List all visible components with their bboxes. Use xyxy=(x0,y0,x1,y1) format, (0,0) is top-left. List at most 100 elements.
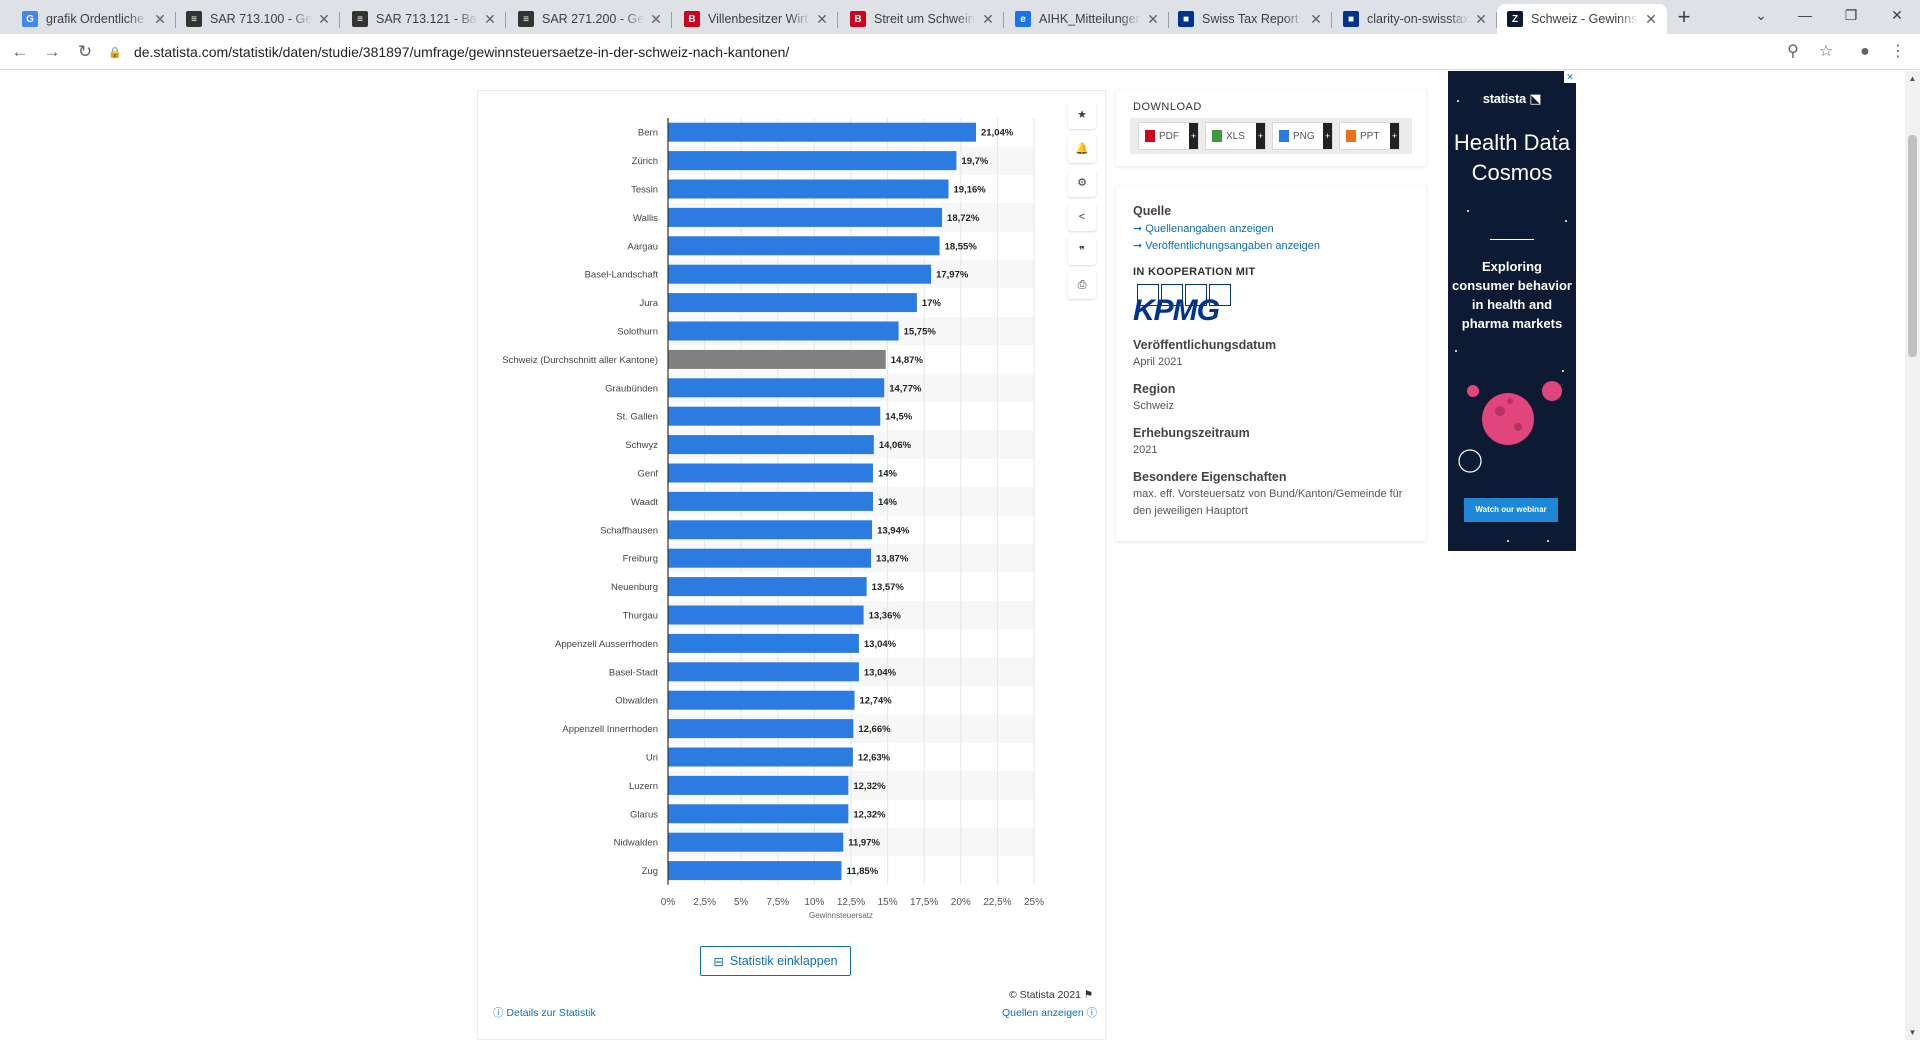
download-options-icon[interactable]: + xyxy=(1390,123,1399,149)
bar[interactable] xyxy=(668,207,943,227)
bar[interactable] xyxy=(668,236,940,256)
collapse-statistic-button[interactable]: ⊟ Statistik einklappen xyxy=(700,946,851,976)
bar[interactable] xyxy=(668,406,881,426)
browser-tab[interactable]: ≡ SAR 271.200 - Ges ✕ xyxy=(508,4,672,34)
category-label: Nidwalden xyxy=(614,838,658,849)
tab-close-icon[interactable]: ✕ xyxy=(1147,10,1159,27)
quote-icon[interactable]: ❞ xyxy=(1068,237,1096,265)
restore-icon[interactable]: ❐ xyxy=(1844,7,1858,23)
flag-icon[interactable]: ⚑ xyxy=(1083,989,1094,1001)
bar[interactable] xyxy=(668,463,873,483)
tab-favicon-icon: ■ xyxy=(1343,11,1359,27)
gear-icon[interactable]: ⚙ xyxy=(1068,169,1096,197)
menu-icon[interactable]: ⋮ xyxy=(1890,43,1906,60)
download-xls-button[interactable]: XLS + xyxy=(1205,122,1266,150)
browser-tab[interactable]: B Villenbesitzer Wirt ✕ xyxy=(674,4,838,34)
tab-close-icon[interactable]: ✕ xyxy=(484,10,496,27)
bar[interactable] xyxy=(668,747,853,767)
advertisement[interactable]: ✕ statista ⬔ Health Data Cosmos Explorin… xyxy=(1448,71,1576,551)
value-label: 19,16% xyxy=(954,185,987,196)
tab-search-icon[interactable]: ⌄ xyxy=(1755,7,1767,23)
tab-close-icon[interactable]: ✕ xyxy=(1475,10,1487,27)
bar[interactable] xyxy=(668,719,854,739)
ad-cta-button[interactable]: Watch our webinar xyxy=(1464,498,1558,522)
new-tab-button[interactable]: + xyxy=(1677,4,1691,29)
bar[interactable] xyxy=(668,577,867,597)
print-icon[interactable]: ⎙ xyxy=(1068,271,1096,299)
details-link[interactable]: ⓘ Details zur Statistik xyxy=(493,1005,596,1020)
bar[interactable] xyxy=(668,775,849,795)
bar[interactable] xyxy=(668,293,917,313)
back-icon[interactable]: ← xyxy=(11,42,29,61)
browser-tab[interactable]: ≡ SAR 713.121 - Bau ✕ xyxy=(342,4,506,34)
category-label: Appenzell Innerrhoden xyxy=(562,724,658,735)
share-icon[interactable]: < xyxy=(1068,203,1096,231)
tab-close-icon[interactable]: ✕ xyxy=(816,10,828,27)
value-label: 14,87% xyxy=(891,355,924,366)
pdf-file-icon xyxy=(1145,130,1155,142)
tab-close-icon[interactable]: ✕ xyxy=(982,10,994,27)
reload-icon[interactable]: ↻ xyxy=(77,42,93,61)
bar[interactable] xyxy=(668,804,849,824)
browser-tab[interactable]: e AIHK_Mitteilungen ✕ xyxy=(1005,4,1169,34)
bar[interactable] xyxy=(668,520,873,540)
bar[interactable] xyxy=(668,122,977,142)
scroll-down-icon[interactable]: ▼ xyxy=(1908,1028,1917,1037)
ad-divider xyxy=(1490,239,1534,240)
tab-close-icon[interactable]: ✕ xyxy=(318,10,330,27)
bookmark-star-icon[interactable]: ☆ xyxy=(1818,43,1834,60)
copyright-text: © Statista 2021 xyxy=(1009,989,1081,1001)
bell-icon[interactable]: 🔔 xyxy=(1068,135,1096,163)
bar[interactable] xyxy=(668,151,957,171)
bar[interactable] xyxy=(668,832,844,852)
browser-tab[interactable]: ■ clarity-on-swisstax ✕ xyxy=(1333,4,1497,34)
bar[interactable] xyxy=(668,690,855,710)
star-icon[interactable]: ★ xyxy=(1068,101,1096,129)
bar[interactable] xyxy=(668,633,859,653)
bar[interactable] xyxy=(668,435,874,455)
tab-close-icon[interactable]: ✕ xyxy=(154,10,166,27)
bar[interactable] xyxy=(668,179,949,199)
page-scrollbar[interactable]: ▲ ▼ xyxy=(1905,71,1920,1040)
browser-tab[interactable]: Z Schweiz - Gewinns ✕ xyxy=(1497,4,1667,34)
tab-close-icon[interactable]: ✕ xyxy=(1645,10,1657,27)
tab-title: SAR 713.100 - Gese xyxy=(210,12,312,26)
scroll-up-icon[interactable]: ▲ xyxy=(1908,74,1917,83)
bar[interactable] xyxy=(668,491,873,511)
address-bar[interactable]: 🔒 de.statista.com/statistik/daten/studie… xyxy=(108,39,1820,65)
browser-tab[interactable]: B Streit um Schweine ✕ xyxy=(840,4,1004,34)
sources-link[interactable]: Quellen anzeigen ⓘ xyxy=(1002,1005,1097,1020)
download-options-icon[interactable]: + xyxy=(1323,123,1332,149)
download-options-icon[interactable]: + xyxy=(1189,123,1198,149)
scroll-thumb[interactable] xyxy=(1908,135,1917,357)
bar[interactable] xyxy=(668,264,932,284)
tab-close-icon[interactable]: ✕ xyxy=(650,10,662,27)
zoom-icon[interactable]: ⚲ xyxy=(1787,43,1799,60)
close-window-icon[interactable]: ✕ xyxy=(1891,7,1903,23)
download-pdf-button[interactable]: PDF + xyxy=(1138,122,1199,150)
forward-icon[interactable]: → xyxy=(43,42,61,61)
browser-toolbar: ← → ↻ 🔒 de.statista.com/statistik/daten/… xyxy=(0,34,1920,70)
bar[interactable] xyxy=(668,548,872,568)
bar[interactable] xyxy=(668,861,842,881)
bar[interactable] xyxy=(668,378,885,398)
download-ppt-button[interactable]: PPT + xyxy=(1339,122,1400,150)
browser-tab[interactable]: ≡ SAR 713.100 - Gese ✕ xyxy=(176,4,340,34)
tab-close-icon[interactable]: ✕ xyxy=(1310,10,1322,27)
download-options-icon[interactable]: + xyxy=(1256,123,1265,149)
minimize-icon[interactable]: — xyxy=(1798,7,1812,23)
bar[interactable] xyxy=(668,605,864,625)
bar[interactable] xyxy=(668,321,899,341)
ad-close-icon[interactable]: ✕ xyxy=(1564,71,1576,83)
download-png-button[interactable]: PNG + xyxy=(1272,122,1333,150)
tab-favicon-icon: ≡ xyxy=(186,11,202,27)
profile-icon[interactable]: ● xyxy=(1860,43,1870,60)
bar[interactable] xyxy=(668,662,859,682)
source-details-link[interactable]: ➞ Quellenangaben anzeigen xyxy=(1133,223,1274,235)
browser-tab[interactable]: ■ Swiss Tax Report 2 ✕ xyxy=(1168,4,1332,34)
bar[interactable] xyxy=(668,349,886,369)
download-title: DOWNLOAD xyxy=(1133,101,1202,113)
publication-details-link[interactable]: ➞ Veröffentlichungsangaben anzeigen xyxy=(1133,240,1321,252)
download-label: PNG xyxy=(1293,130,1315,142)
